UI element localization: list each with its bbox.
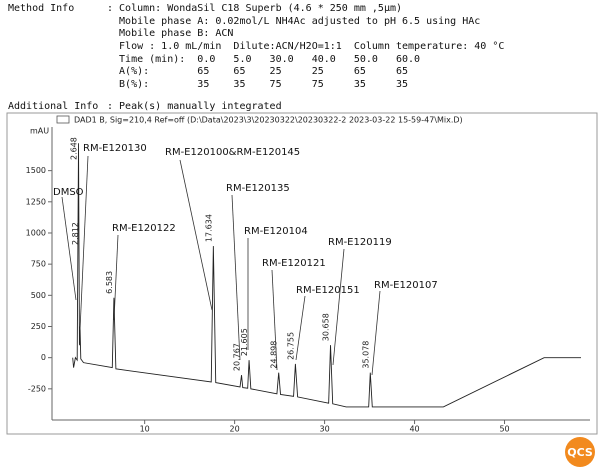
peak-time-label: 17.634 — [204, 214, 213, 242]
x-tick-label: 20 — [230, 425, 240, 434]
y-tick-label: 500 — [31, 291, 46, 300]
method-label: Method Info — [8, 3, 75, 14]
peak-time-label: 21.605 — [240, 328, 249, 356]
y-tick-label: 1000 — [26, 228, 46, 237]
peak-time-label: 6.583 — [105, 271, 114, 294]
compound-label: RM-E120119 — [328, 237, 392, 248]
leader-line — [231, 194, 241, 361]
compound-label: RM-E120121 — [262, 258, 326, 269]
method-info: : Column: WondaSil C18 Superb (4.6 * 250… — [107, 3, 504, 92]
compound-label: RM-E120122 — [112, 223, 176, 234]
watermark-badge — [565, 437, 595, 467]
x-tick-label: 50 — [499, 425, 509, 434]
leader-line — [61, 196, 77, 301]
leader-line — [271, 269, 278, 371]
y-tick-label: 0 — [41, 353, 46, 362]
y-axis-label: mAU — [30, 127, 49, 136]
additional-label: Additional Info — [8, 101, 99, 112]
compound-label: RM-E120130 — [83, 143, 147, 154]
compound-label: DMSO — [53, 187, 84, 198]
method-line: : Column: WondaSil C18 Superb (4.6 * 250… — [107, 3, 403, 14]
x-tick-label: 10 — [140, 425, 150, 434]
method-line: A(%): 65 65 25 25 65 65 — [107, 66, 409, 78]
compound-label: RM-E120104 — [244, 226, 308, 237]
peak-time-label: 24.898 — [270, 341, 279, 369]
leader-line — [113, 234, 119, 321]
compound-label: RM-E120151 — [296, 285, 360, 296]
watermark: QCS — [567, 446, 593, 459]
compound-label: RM-E120135 — [226, 183, 290, 194]
chart-title: DAD1 B, Sig=210,4 Ref=off (D:\Data\2023\… — [74, 116, 463, 125]
legend-swatch — [56, 115, 70, 124]
peak-time-label: 26.755 — [286, 332, 295, 360]
y-tick-label: 1250 — [26, 197, 46, 206]
leader-line — [295, 295, 306, 361]
y-tick-label: -250 — [28, 384, 46, 393]
peak-time-label: 35.078 — [361, 341, 370, 369]
x-tick-label: 30 — [320, 425, 330, 434]
y-tick-label: 250 — [31, 322, 46, 331]
leader-line — [371, 290, 381, 376]
method-line: B(%): 35 35 75 75 35 35 — [107, 79, 409, 91]
method-line: Mobile phase B: ACN — [107, 28, 234, 40]
method-line: Flow : 1.0 mL/min Dilute:ACN/H2O=1:1 Col… — [107, 41, 505, 53]
y-tick-label: 1500 — [26, 166, 46, 175]
method-line: Time (min): 0.0 5.0 30.0 40.0 50.0 60.0 — [107, 53, 421, 65]
frame — [6, 112, 598, 435]
peak-time-label: 2.812 — [71, 222, 80, 245]
trace — [72, 143, 581, 408]
additional-text: : Peak(s) manually integrated — [107, 101, 282, 112]
peak-time-label: 20.767 — [233, 343, 242, 371]
x-tick-label: 40 — [409, 425, 419, 434]
leader-line — [79, 155, 89, 331]
compound-label: RM-E120100&RM-E120145 — [165, 147, 300, 158]
leader-line — [179, 159, 213, 311]
method-line: Mobile phase A: 0.02mol/L NH4Ac adjusted… — [107, 15, 481, 27]
y-tick-label: 750 — [31, 260, 46, 269]
leader-line — [332, 248, 345, 366]
compound-label: RM-E120107 — [374, 280, 438, 291]
peak-time-label: 30.658 — [322, 313, 331, 341]
peak-time-label: 2.648 — [70, 137, 79, 160]
